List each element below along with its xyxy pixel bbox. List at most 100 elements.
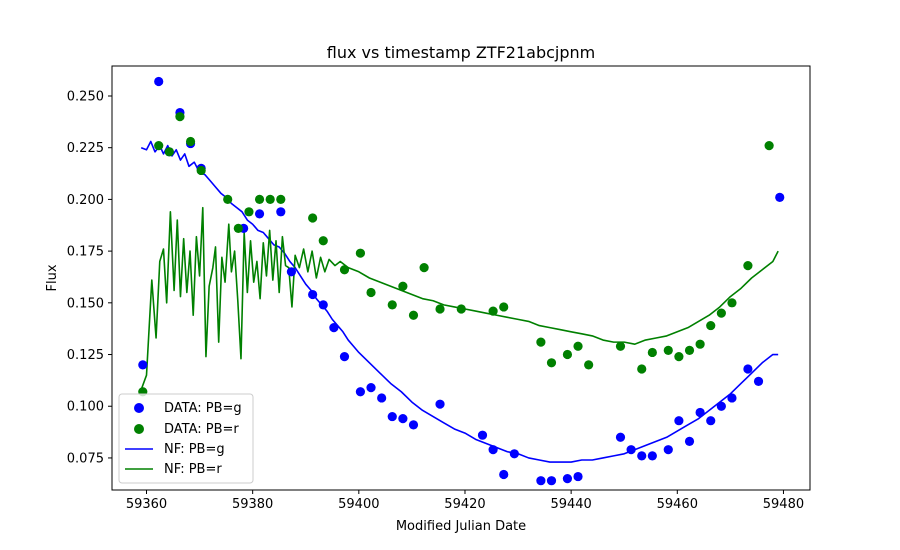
y-tick-label: 0.200 xyxy=(67,193,104,208)
points-layer xyxy=(138,76,785,486)
point-data-r xyxy=(706,320,716,331)
point-data-g xyxy=(546,476,557,486)
point-data-g xyxy=(536,476,546,486)
point-data-r xyxy=(254,194,265,204)
point-data-g xyxy=(727,393,737,403)
point-data-r xyxy=(355,248,366,258)
x-axis-label: Modified Julian Date xyxy=(396,519,526,534)
point-data-g xyxy=(706,416,716,426)
plot-area xyxy=(138,76,785,486)
legend-box xyxy=(118,393,254,484)
point-data-g xyxy=(663,445,673,455)
point-data-g xyxy=(408,420,419,430)
point-data-r xyxy=(674,352,684,362)
point-data-r xyxy=(695,339,705,349)
point-data-g xyxy=(435,399,445,409)
x-tick-label: 59380 xyxy=(232,497,273,512)
point-data-r xyxy=(223,194,233,204)
point-data-r xyxy=(366,287,376,298)
y-tick-label: 0.175 xyxy=(67,245,104,260)
point-data-g xyxy=(308,289,318,300)
point-data-r xyxy=(164,147,174,157)
point-data-g xyxy=(398,414,408,424)
point-data-r xyxy=(684,345,695,355)
series-line-nf-r xyxy=(140,206,779,390)
x-tick-label: 59480 xyxy=(763,497,804,512)
point-data-r xyxy=(244,207,254,217)
x-tick-label: 59360 xyxy=(126,497,167,512)
point-data-g xyxy=(753,376,764,387)
point-data-g xyxy=(637,451,647,461)
point-data-r xyxy=(743,260,753,271)
point-data-g xyxy=(318,300,328,310)
legend: DATA: PB=g DATA: PB=r NF: PB=g NF: PB=r xyxy=(118,393,254,484)
point-data-r xyxy=(456,304,466,314)
point-data-r xyxy=(499,302,509,312)
y-tick-label: 0.150 xyxy=(67,296,104,311)
point-data-r xyxy=(727,298,737,308)
point-data-r xyxy=(196,165,206,176)
point-data-g xyxy=(355,387,366,397)
x-tick-label: 59420 xyxy=(444,497,485,512)
point-data-g xyxy=(377,393,387,403)
point-data-r xyxy=(233,223,243,233)
point-data-r xyxy=(419,263,429,273)
x-tick-label: 59440 xyxy=(550,497,591,512)
y-axis-label: Flux xyxy=(45,264,60,291)
point-data-g xyxy=(387,411,397,422)
point-data-g xyxy=(329,323,339,333)
point-data-r xyxy=(488,306,498,316)
point-data-r xyxy=(615,341,626,351)
point-data-r xyxy=(387,300,397,310)
legend-label-nf-r: NF: PB=r xyxy=(164,462,222,477)
point-data-g xyxy=(562,474,573,484)
point-data-g xyxy=(716,401,726,411)
point-data-g xyxy=(254,209,265,219)
point-data-r xyxy=(562,349,573,360)
point-data-r xyxy=(637,364,647,374)
y-tick-label: 0.100 xyxy=(67,400,104,415)
legend-label-nf-g: NF: PB=g xyxy=(164,442,225,457)
point-data-r xyxy=(663,345,673,355)
point-data-g xyxy=(775,192,785,202)
point-data-r xyxy=(308,213,318,223)
y-tick-label: 0.225 xyxy=(67,141,104,156)
point-data-g xyxy=(743,364,753,374)
point-data-g xyxy=(477,430,488,440)
point-data-r xyxy=(716,308,726,318)
point-data-g xyxy=(509,449,519,459)
point-data-g xyxy=(647,451,657,461)
point-data-r xyxy=(154,141,164,151)
point-data-r xyxy=(276,194,286,204)
point-data-r xyxy=(318,236,328,246)
point-data-g xyxy=(488,445,498,455)
series-line-nf-g xyxy=(140,140,779,463)
point-data-r xyxy=(573,341,583,351)
point-data-g xyxy=(684,436,695,446)
x-tick-label: 59460 xyxy=(657,497,698,512)
plot-frame xyxy=(111,65,811,491)
point-data-g xyxy=(276,207,286,217)
point-data-r xyxy=(536,337,546,347)
point-data-r xyxy=(764,141,774,151)
x-tick-label: 59400 xyxy=(338,497,379,512)
point-data-r xyxy=(584,360,594,370)
point-data-g xyxy=(339,352,350,362)
point-data-g xyxy=(366,383,376,393)
point-data-r xyxy=(175,112,185,122)
point-data-g xyxy=(286,267,297,277)
point-data-r xyxy=(408,310,419,320)
point-data-r xyxy=(185,136,196,147)
point-data-g xyxy=(154,76,164,87)
point-data-r xyxy=(339,265,350,275)
legend-marker-data-r xyxy=(134,424,144,434)
point-data-g xyxy=(615,432,626,442)
point-data-r xyxy=(435,304,445,314)
lines-layer xyxy=(140,140,779,463)
point-data-g xyxy=(626,445,636,455)
point-data-g xyxy=(674,416,684,426)
point-data-r xyxy=(265,194,275,204)
point-data-g xyxy=(573,471,583,482)
point-data-r xyxy=(398,281,408,291)
